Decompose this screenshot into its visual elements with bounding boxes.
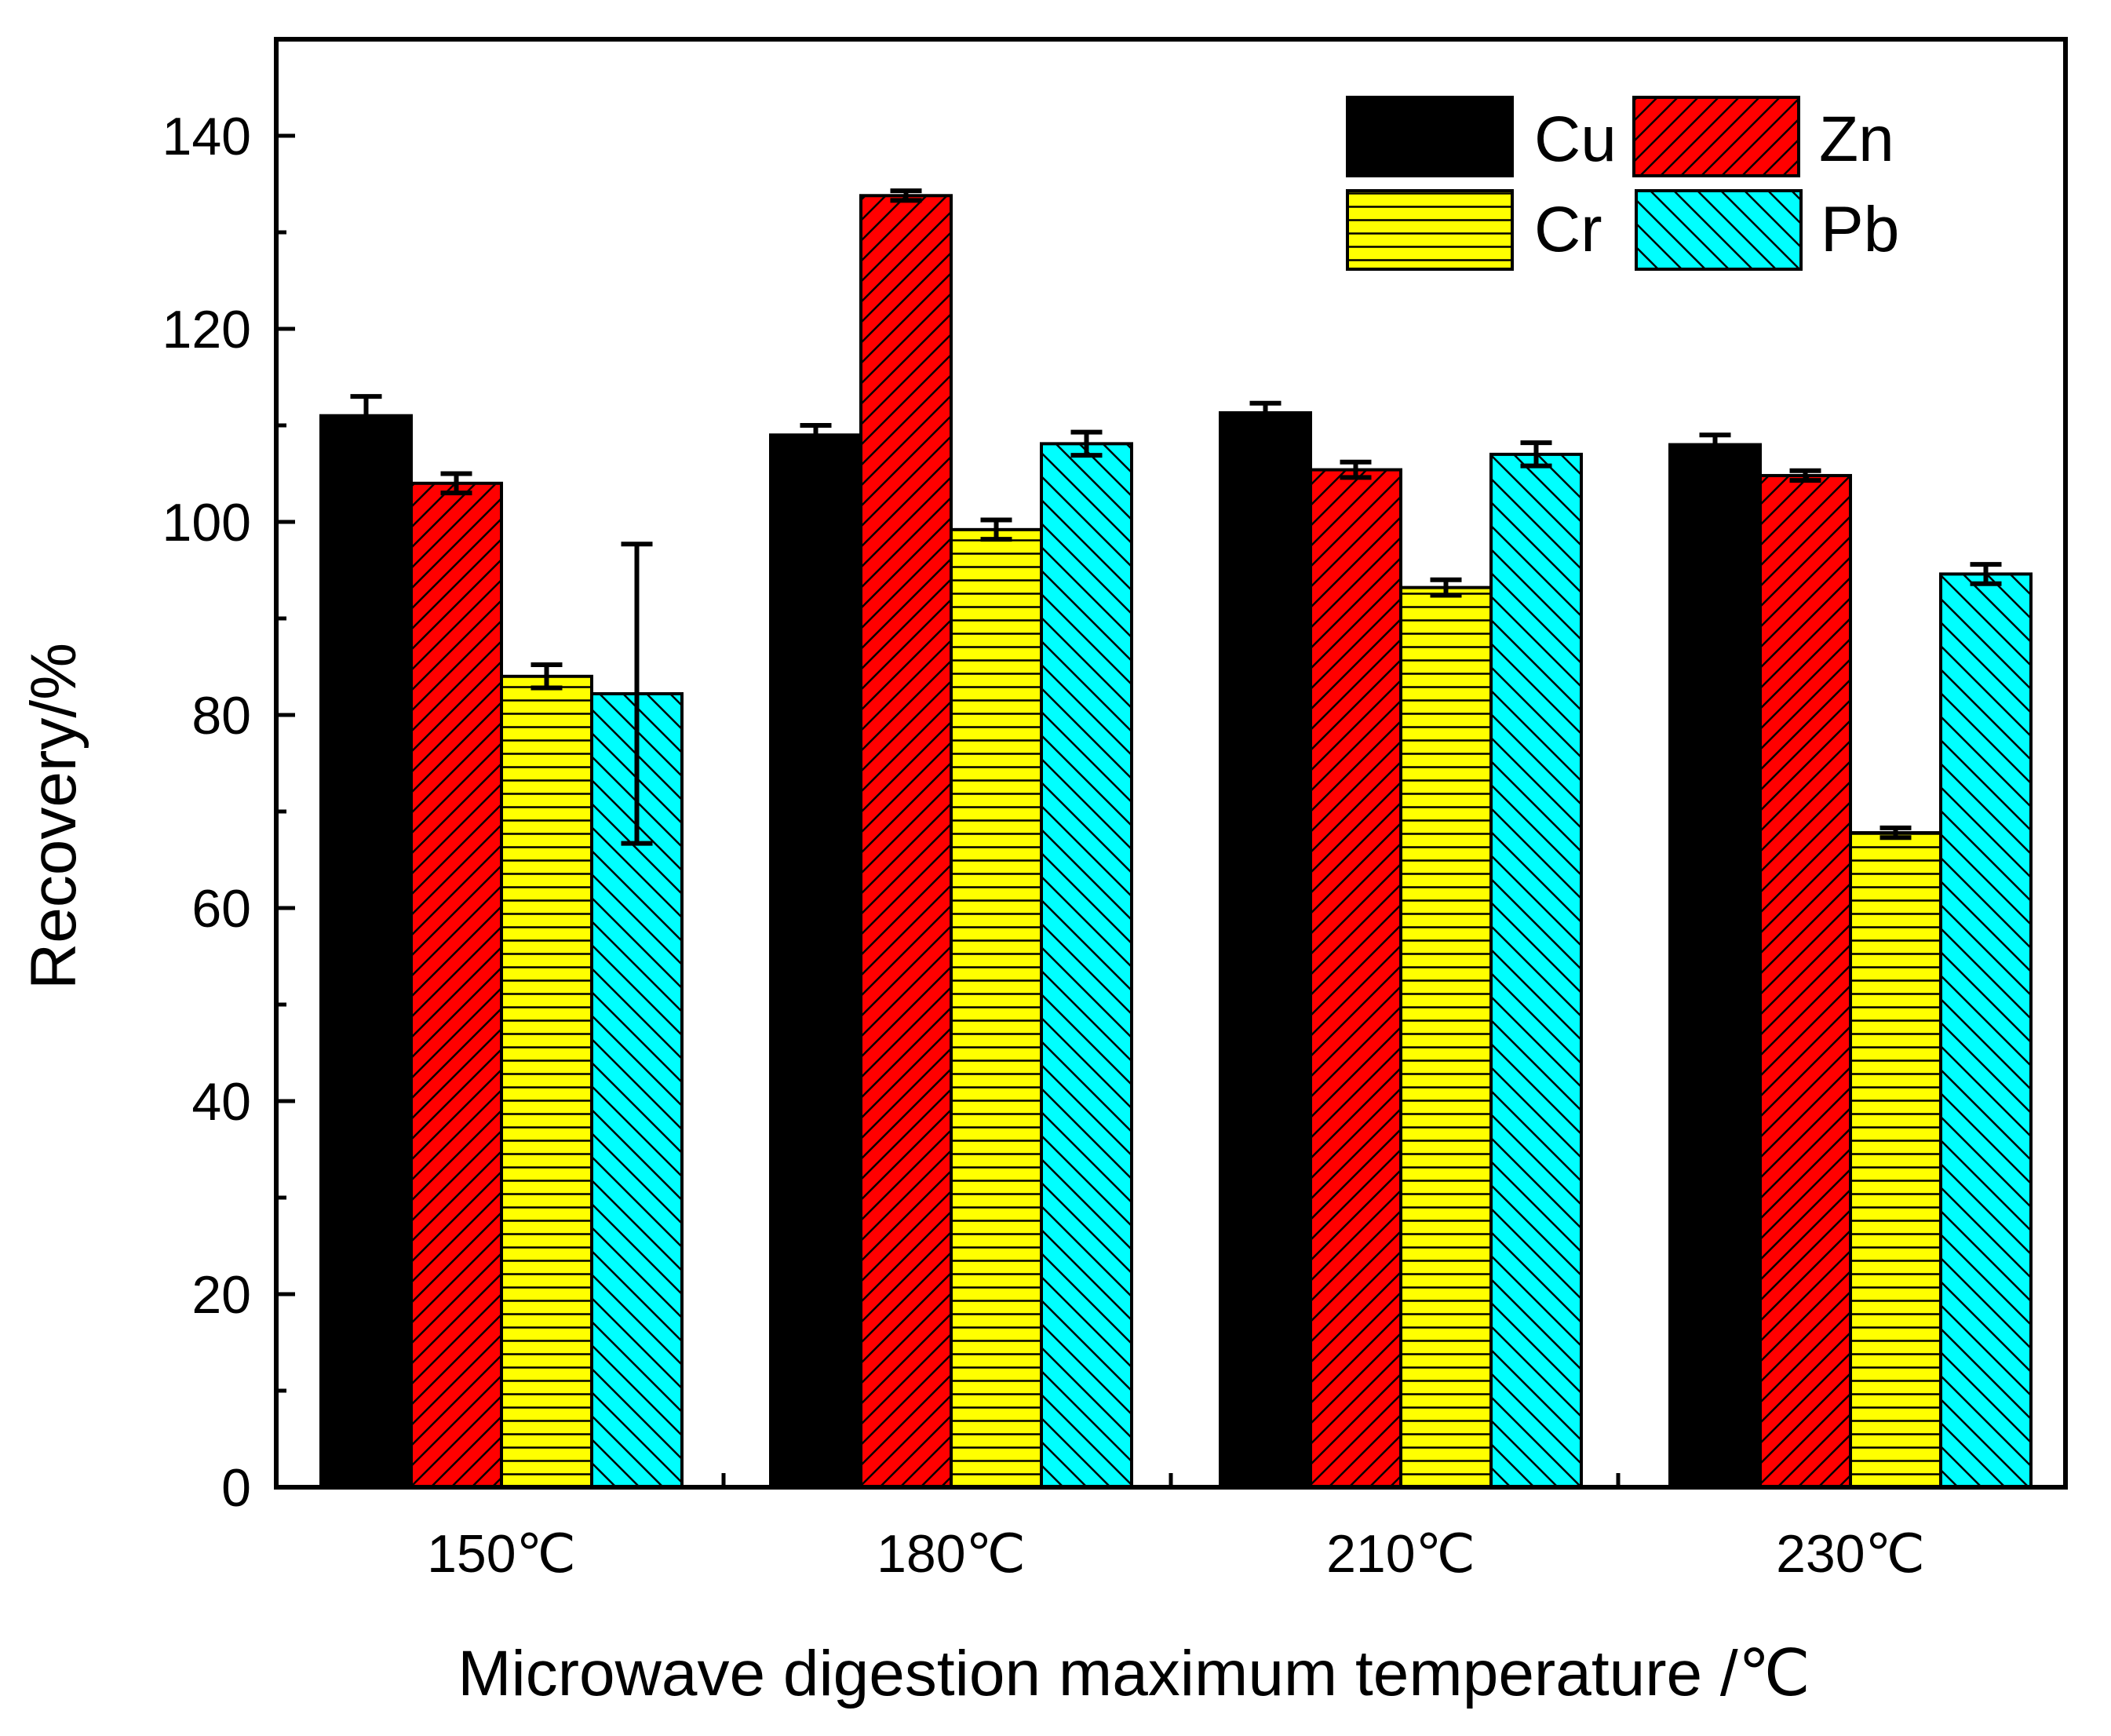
bar-cr-3	[1399, 585, 1493, 1489]
bars-layer	[319, 194, 2033, 1490]
bar-cr-4	[1849, 831, 1942, 1490]
error-bar-pb-4	[1970, 562, 2002, 586]
bar-zn-1	[410, 481, 503, 1489]
bar-zn-4	[1759, 473, 1852, 1490]
legend-swatch	[1346, 96, 1514, 177]
y-tick-label: 40	[191, 1072, 251, 1132]
y-tick-label: 120	[162, 300, 251, 359]
y-tick-label: 80	[191, 686, 251, 746]
bar-cr-1	[500, 674, 593, 1489]
error-bars-layer	[350, 188, 2002, 846]
x-tick-label: 180℃	[877, 1524, 1026, 1584]
legend-item-zn: Zn	[1632, 96, 1894, 177]
legend-label: Pb	[1821, 194, 1899, 265]
legend-swatch	[1632, 96, 1800, 177]
y-axis-title: Recovery/%	[18, 643, 89, 990]
error-bar-pb-2	[1070, 429, 1103, 458]
bar-cu-2	[769, 433, 862, 1489]
bar-cu-1	[319, 414, 413, 1490]
error-bar-cu-4	[1699, 432, 1731, 457]
bar-cr-2	[950, 527, 1043, 1490]
bar-zn-2	[859, 194, 953, 1489]
x-axis: 150℃ 180℃ 210℃ 230℃	[427, 1473, 1925, 1584]
x-tick-label: 230℃	[1776, 1524, 1925, 1584]
y-tick-label: 140	[162, 107, 251, 166]
legend-item-cr: Cr	[1346, 189, 1602, 271]
error-bar-cu-1	[350, 394, 382, 438]
error-bar-zn-4	[1789, 468, 1821, 483]
error-bar-zn-1	[440, 471, 472, 496]
y-tick-label: 20	[191, 1265, 251, 1325]
bar-pb-3	[1489, 452, 1583, 1489]
x-axis-title: Microwave digestion maximum temperature …	[458, 1638, 1810, 1709]
legend-item-pb: Pb	[1635, 189, 1899, 271]
legend-label: Zn	[1819, 104, 1894, 175]
legend-label: Cu	[1534, 104, 1617, 175]
legend: Cu Zn Cr Pb	[1346, 96, 1899, 271]
bar-cu-3	[1219, 411, 1312, 1489]
error-bar-cr-4	[1879, 825, 1912, 841]
error-bar-zn-2	[890, 188, 922, 203]
legend-item-cu: Cu	[1346, 96, 1617, 177]
error-bar-cu-2	[800, 423, 832, 447]
x-tick-label: 210℃	[1326, 1524, 1475, 1584]
y-tick-label: 0	[221, 1458, 251, 1518]
bar-pb-2	[1040, 442, 1133, 1489]
legend-swatch	[1635, 189, 1803, 271]
error-bar-zn-3	[1340, 459, 1372, 480]
y-axis: 0 20 40 60 80 100 120 140	[162, 107, 295, 1518]
legend-swatch	[1346, 189, 1514, 271]
bar-pb-4	[1939, 572, 2033, 1489]
bar-zn-3	[1309, 468, 1402, 1490]
error-bar-cr-2	[980, 517, 1012, 542]
y-tick-label: 60	[191, 879, 251, 939]
bar-cu-4	[1668, 443, 1762, 1489]
error-bar-pb-3	[1520, 440, 1552, 469]
x-tick-label: 150℃	[427, 1524, 576, 1584]
legend-label: Cr	[1534, 194, 1602, 265]
error-bar-pb-1	[621, 542, 653, 846]
error-bar-cu-3	[1249, 400, 1282, 425]
y-tick-label: 100	[162, 493, 251, 553]
error-bar-cr-1	[530, 662, 563, 691]
error-bar-cr-3	[1430, 577, 1462, 598]
